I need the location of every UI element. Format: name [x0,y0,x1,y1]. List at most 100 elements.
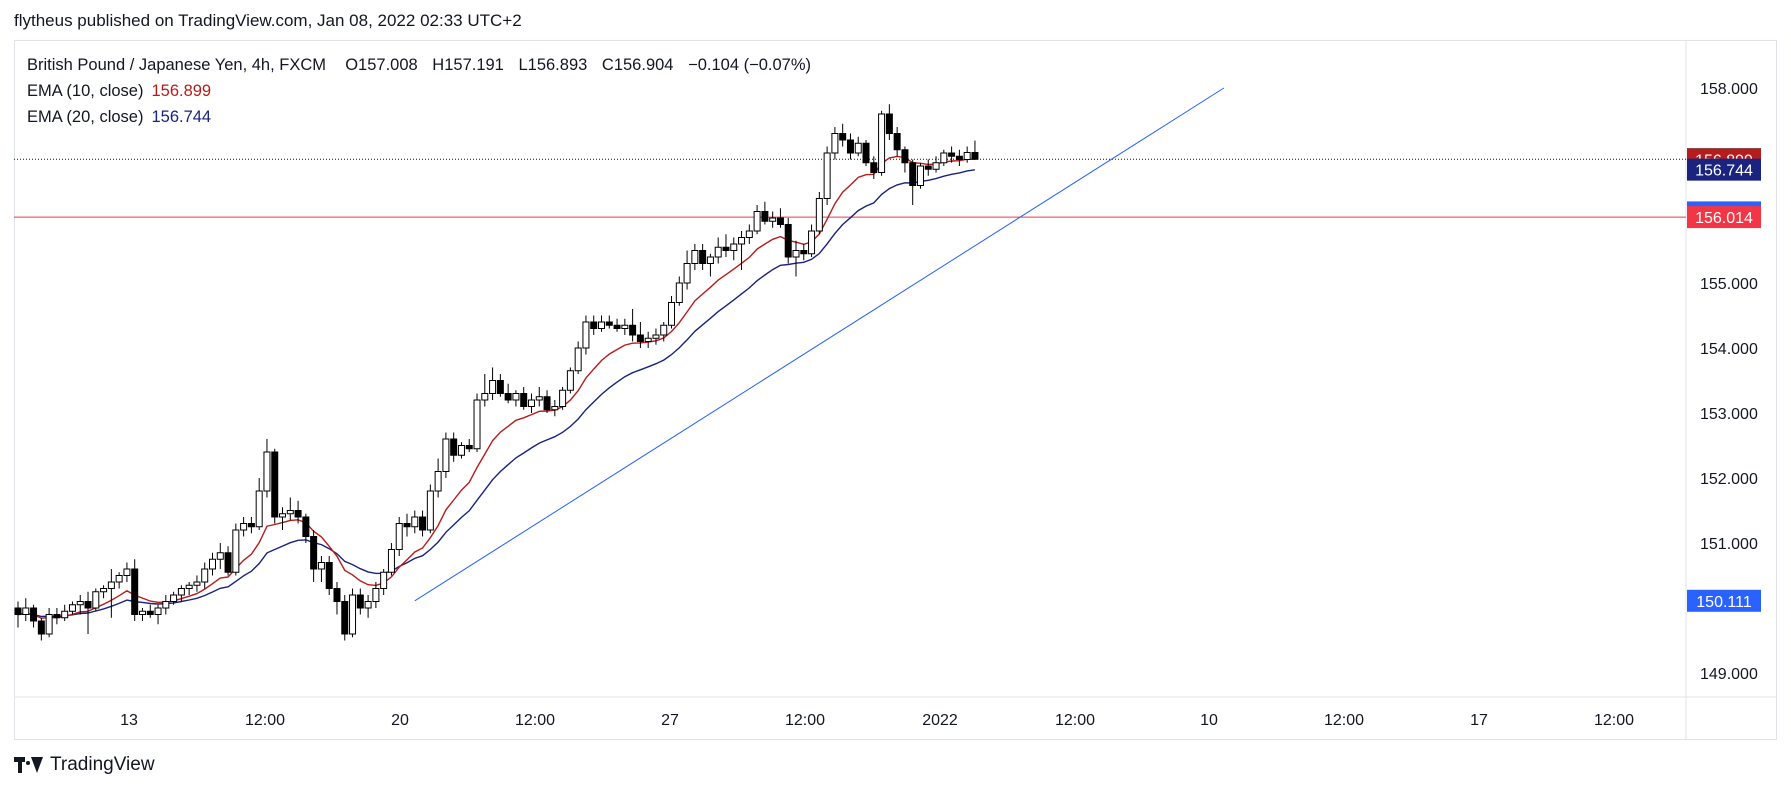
chart-legend: British Pound / Japanese Yen, 4h, FXCM O… [27,52,811,130]
candle-body [815,198,823,232]
legend-symbol-row: British Pound / Japanese Yen, 4h, FXCM O… [27,52,811,78]
ema20-value: 156.744 [151,108,212,126]
candle-body [170,594,178,602]
change-value: −0.104 (−0.07%) [688,56,811,74]
candle-body [68,604,76,612]
high-value: 157.191 [444,56,504,74]
price-label-text: 156.014 [1695,210,1753,227]
candle-body [512,393,520,401]
x-tick-label: 12:00 [1594,712,1634,729]
candle-body [61,610,69,619]
candle-body [808,230,816,255]
candle-body [162,601,170,609]
x-tick-label: 12:00 [1324,712,1364,729]
candle-body [138,610,146,615]
candle-body [123,568,131,576]
candle-body [590,321,598,329]
candle-body [699,250,707,264]
candle-body [878,113,886,173]
candle-body [349,594,357,635]
candle-body [784,224,792,258]
candle-body [395,523,403,550]
candle-body [279,513,287,518]
candle-body [675,282,683,303]
y-tick-label: 153.000 [1700,406,1758,423]
candle-body [800,250,808,255]
candle-body [442,438,450,472]
candle-body [263,451,271,492]
x-tick-label: 13 [120,712,138,729]
candle-body [457,445,465,456]
candle-body [107,581,115,589]
close-value: 156.904 [613,56,674,74]
tradingview-footer[interactable]: TradingView [14,754,155,776]
candle-body [310,536,318,570]
candle-body [916,165,924,186]
symbol-label[interactable]: British Pound / Japanese Yen, 4h, FXCM [27,56,327,74]
x-tick-label: 12:00 [515,712,555,729]
y-tick-label: 152.000 [1700,471,1758,488]
candle-body [481,393,489,401]
candle-body [146,610,154,615]
candle-body [706,256,714,264]
x-tick-label: 12:00 [245,712,285,729]
candle-body [621,324,629,329]
candle-body [846,139,854,154]
candle-body [792,250,800,258]
candle-body [37,620,45,635]
candle-body [364,601,372,609]
candle-body [30,607,38,622]
candle-body [333,588,341,602]
candle-body [201,568,209,583]
candle-body [831,133,839,154]
legend-ema10-row[interactable]: EMA (10, close) 156.899 [27,78,811,104]
candle-body [901,149,909,164]
price-label-box [1687,589,1761,612]
ema10-value: 156.899 [151,82,212,100]
low-value: 156.893 [527,56,588,74]
brand-name: TradingView [50,754,155,775]
candle-body [668,302,676,326]
x-tick-label: 2022 [922,712,958,729]
x-tick-label: 10 [1200,712,1218,729]
x-tick-label: 20 [391,712,409,729]
y-tick-label: 151.000 [1700,536,1758,553]
candle-body [823,152,831,199]
candle-body [411,516,419,528]
low-key: L [518,56,528,74]
candle-body [963,151,971,160]
candle-body [193,581,201,586]
price-label-text: 150.111 [1696,594,1752,611]
candle-body [893,133,901,151]
candle-body [885,113,893,134]
y-tick-label: 155.000 [1700,276,1758,293]
candle-body [776,217,784,225]
candle-body [387,549,395,573]
candle-body [839,133,847,141]
chart-frame[interactable] [14,40,1777,740]
candle-body [419,516,427,531]
candle-body [535,396,543,401]
candle-body [76,601,84,606]
candle-body [271,451,279,518]
candle-body [932,162,940,170]
x-tick-label: 12:00 [785,712,825,729]
candle-body [730,243,738,251]
candle-body [613,324,621,329]
candle-body [761,211,769,222]
candle-body [769,217,777,222]
candle-body [22,607,30,615]
candle-body [854,142,862,154]
candle-body [940,152,948,164]
candle-body [356,594,364,609]
candle-body [209,558,216,570]
candle-body [551,406,559,411]
legend-ema20-row[interactable]: EMA (20, close) 156.744 [27,104,811,130]
candle-body [660,324,668,336]
candle-body [53,614,61,619]
candle-body [504,393,512,401]
candle-body [154,607,162,615]
candle-body [683,263,691,284]
candle-body [527,399,535,407]
